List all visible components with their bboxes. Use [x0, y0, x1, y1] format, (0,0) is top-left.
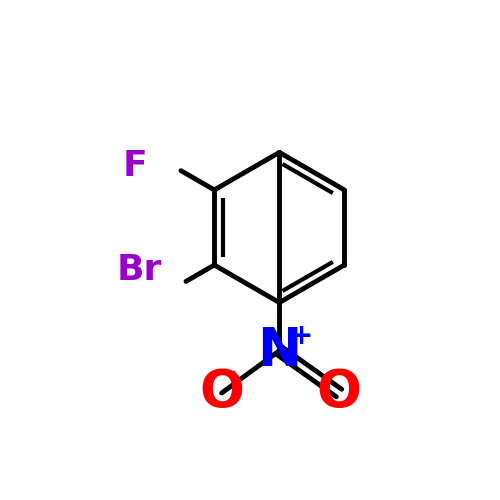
- Text: +: +: [290, 322, 314, 350]
- Text: O: O: [199, 367, 244, 419]
- Text: −: −: [214, 359, 238, 387]
- Text: O: O: [316, 367, 362, 419]
- Text: N: N: [257, 324, 302, 376]
- Text: F: F: [122, 149, 148, 183]
- Text: Br: Br: [116, 253, 162, 287]
